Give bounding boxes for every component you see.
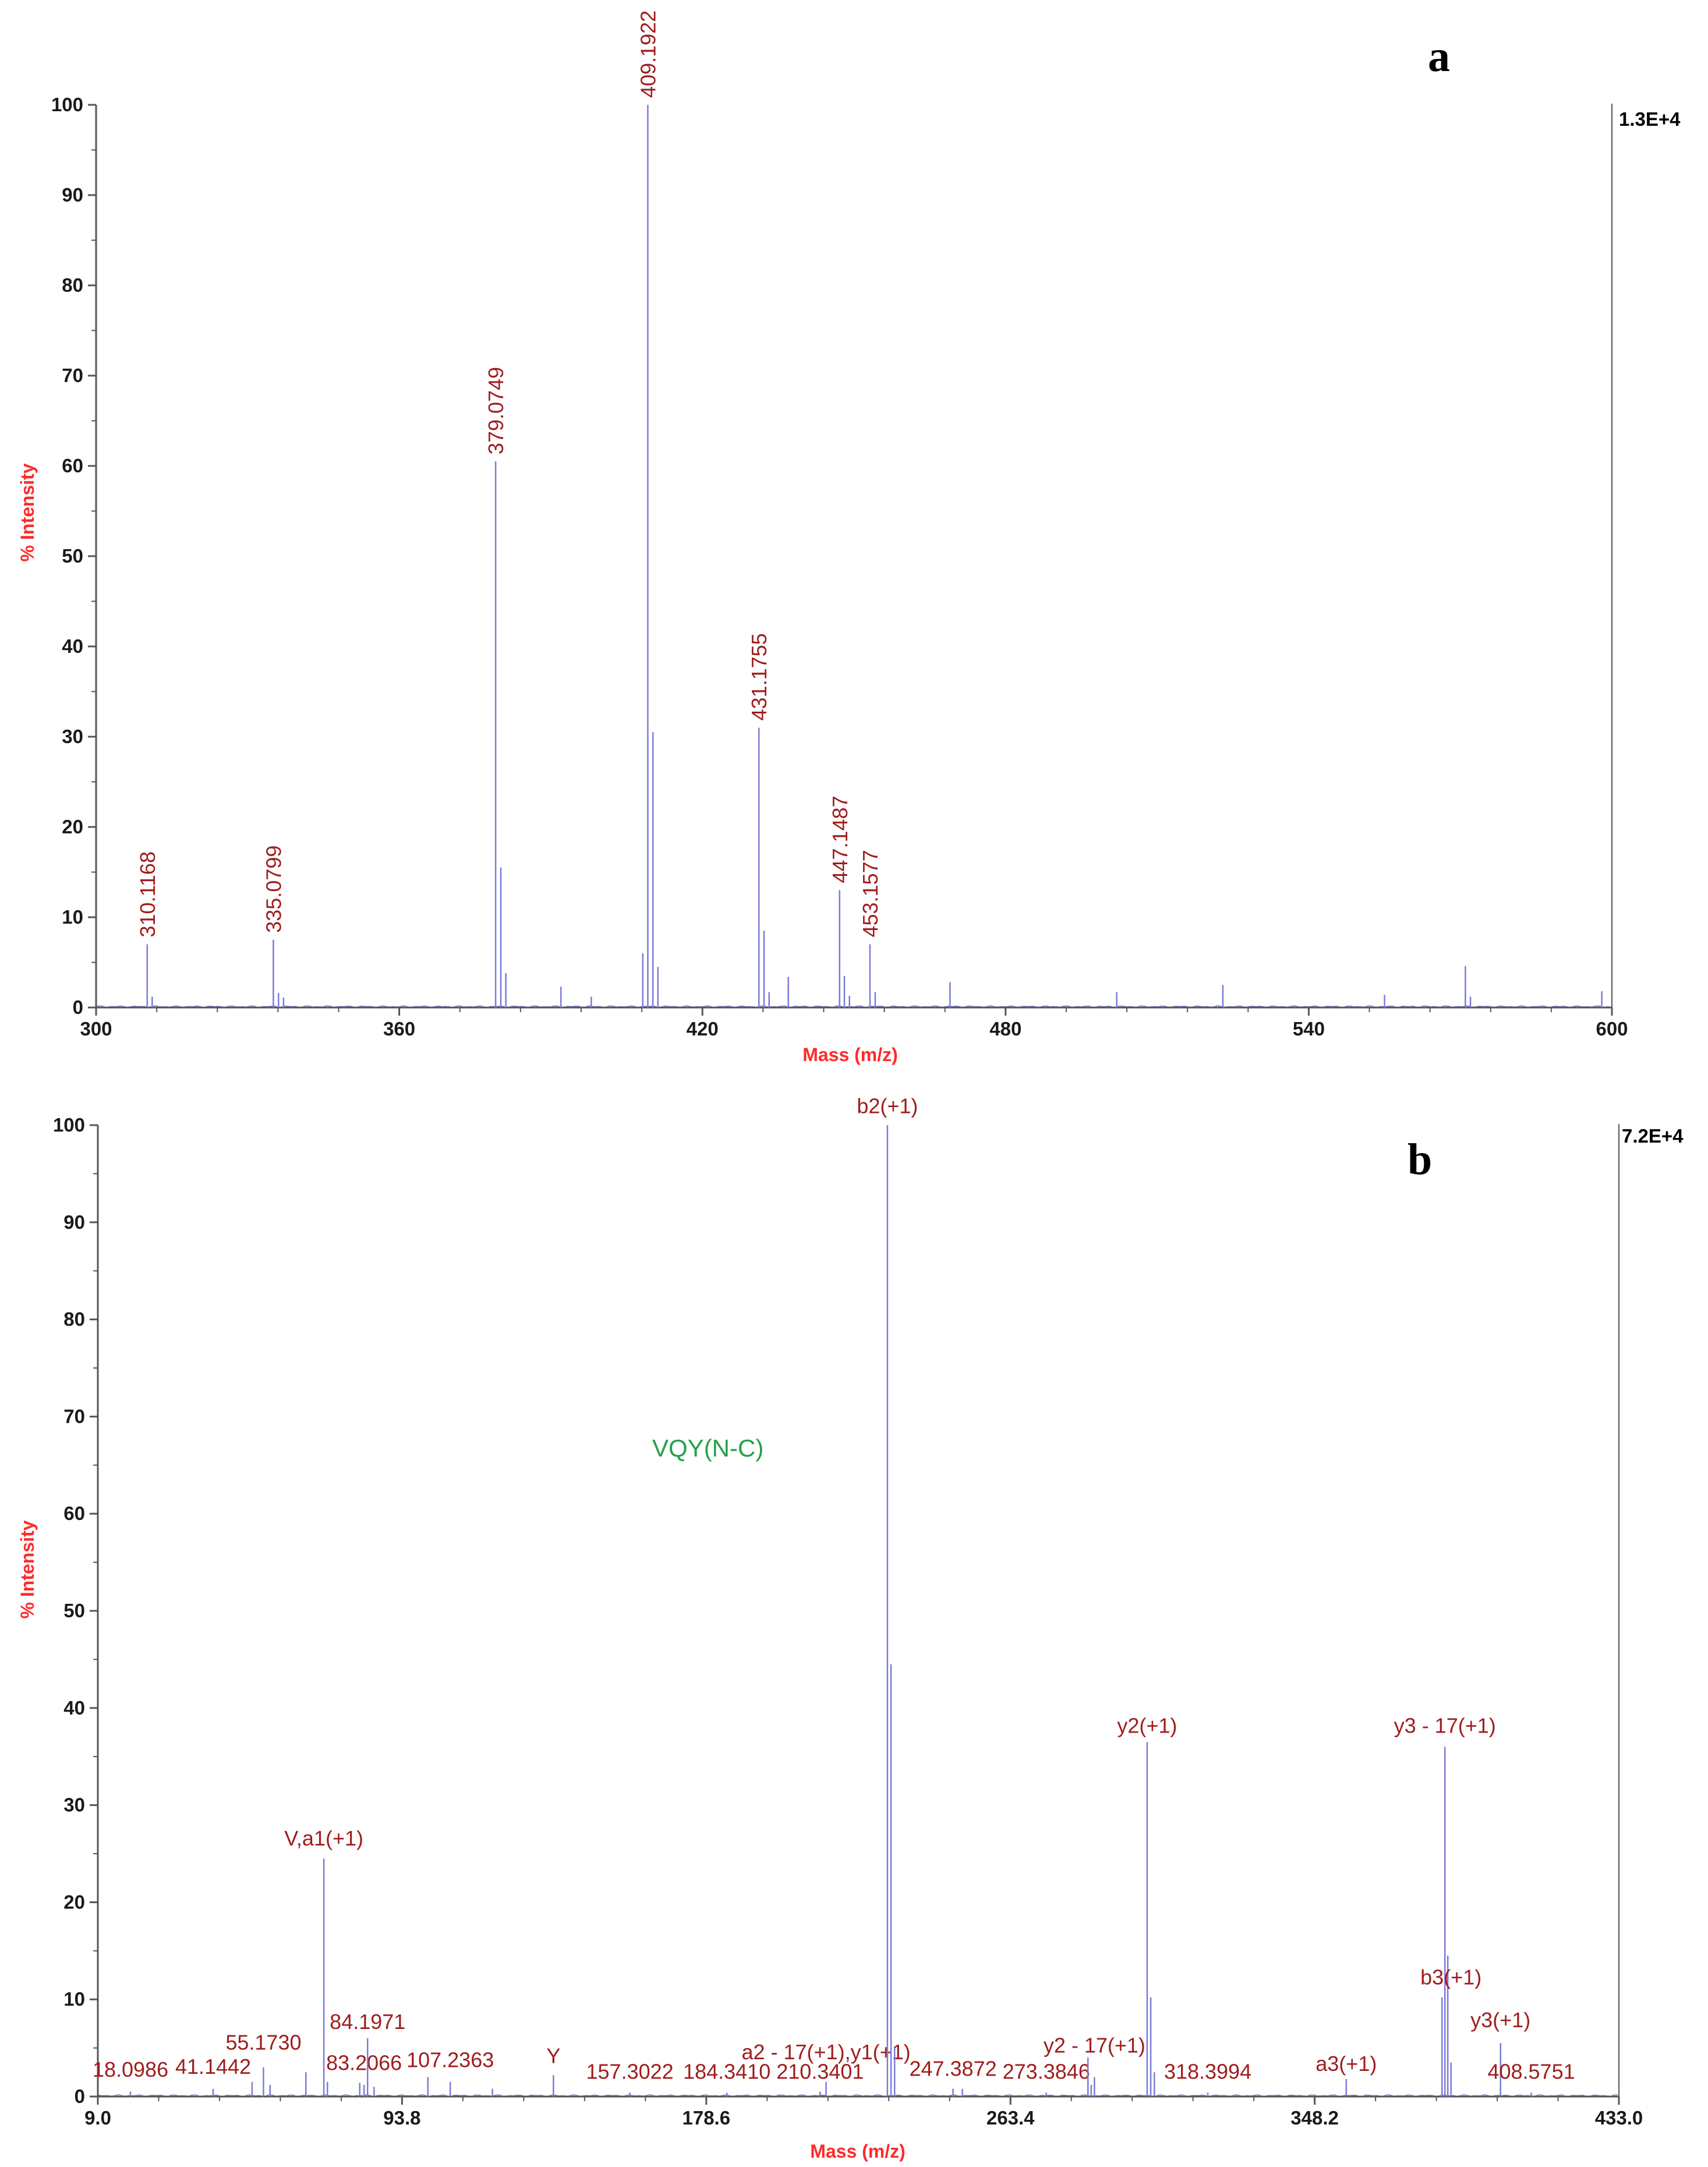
- x-tick-label: 300: [80, 1018, 112, 1040]
- peak-label: y2(+1): [1117, 1714, 1177, 1738]
- x-axis-title-b: Mass (m/z): [810, 2141, 906, 2162]
- y-tick-label: 10: [63, 1988, 85, 2010]
- y-tick-label: 0: [75, 2085, 85, 2107]
- y-axis-title-b: % Intensity: [17, 1520, 38, 1618]
- peak-label: y3(+1): [1470, 2008, 1530, 2032]
- x-tick-label: 263.4: [986, 2107, 1035, 2129]
- y-tick-label: 50: [62, 545, 83, 567]
- peak-label: 379.0749: [484, 367, 508, 454]
- x-tick-label: 480: [989, 1018, 1021, 1040]
- y-tick-label: 60: [63, 1503, 85, 1524]
- y-tick-label: 20: [62, 816, 83, 837]
- panel-letter-a: a: [1428, 32, 1450, 81]
- max-intensity-label-b: 7.2E+4: [1622, 1125, 1684, 1147]
- peak-label: a2 - 17(+1),y1(+1): [741, 2040, 910, 2064]
- y-tick-label: 50: [63, 1600, 85, 1621]
- y-tick-label: 20: [63, 1891, 85, 1913]
- peptide-sequence-label: VQY(N-C): [652, 1434, 763, 1462]
- x-tick-label: 93.8: [383, 2107, 420, 2129]
- peak-label: 184.3410: [683, 2059, 770, 2083]
- peak-label: 55.1730: [225, 2030, 301, 2054]
- spectrum-panel-b: b 7.2E+4 VQY(N-C) Mass (m/z) % Intensity…: [17, 1094, 1684, 2162]
- y-tick-label: 40: [62, 635, 83, 657]
- y-tick-label: 30: [62, 726, 83, 747]
- peak-label: 310.1168: [136, 851, 160, 937]
- y-tick-label: 0: [73, 996, 83, 1018]
- x-axis-title-a: Mass (m/z): [802, 1044, 898, 1065]
- y-tick-label: 10: [62, 906, 83, 928]
- y-tick-label: 70: [62, 365, 83, 386]
- y-tick-label: 60: [62, 455, 83, 476]
- y-tick-label: 90: [62, 184, 83, 206]
- peak-label: a3(+1): [1316, 2052, 1377, 2076]
- peak-label: 318.3994: [1164, 2059, 1251, 2083]
- x-tick-label: 348.2: [1290, 2107, 1339, 2129]
- x-tick-label: 600: [1596, 1018, 1628, 1040]
- peak-label: 41.1442: [175, 2055, 251, 2078]
- y-tick-label: 30: [63, 1794, 85, 1816]
- peak-label: 453.1577: [858, 850, 882, 937]
- peak-label: 18.0986: [93, 2058, 168, 2081]
- peak-label: y3 - 17(+1): [1394, 1714, 1496, 1738]
- peak-label: 273.3846: [1003, 2059, 1090, 2083]
- peak-label: 335.0799: [261, 846, 285, 933]
- x-tick-label: 178.6: [683, 2107, 731, 2129]
- y-tick-label: 100: [53, 1114, 85, 1136]
- x-tick-label: 360: [383, 1018, 415, 1040]
- peak-label: V,a1(+1): [284, 1826, 363, 1850]
- peak-label: 408.5751: [1487, 2059, 1575, 2083]
- max-intensity-label-a: 1.3E+4: [1619, 108, 1681, 130]
- peak-label: 431.1755: [747, 633, 771, 720]
- y-tick-label: 80: [62, 274, 83, 296]
- y-tick-label: 100: [51, 94, 83, 115]
- y-axis-title-a: % Intensity: [17, 463, 38, 561]
- y-tick-label: 80: [63, 1309, 85, 1330]
- peak-label: Y: [546, 2044, 560, 2068]
- peak-label: b3(+1): [1420, 1965, 1481, 1989]
- peak-label: 210.3401: [776, 2059, 864, 2083]
- y-tick-label: 90: [63, 1211, 85, 1233]
- peak-label: 157.3022: [586, 2059, 674, 2083]
- peak-label: 84.1971: [330, 2010, 405, 2034]
- peak-label: 247.3872: [909, 2056, 996, 2080]
- panel-letter-b: b: [1408, 1135, 1432, 1184]
- peak-label: b2(+1): [857, 1094, 918, 1118]
- peak-label: 107.2363: [406, 2048, 494, 2071]
- spectrum-panel-a: a 1.3E+4 Mass (m/z) % Intensity 0 10 20 30 4…: [17, 10, 1681, 1065]
- x-tick-label: 9.0: [84, 2107, 111, 2129]
- peak-label: 447.1487: [828, 796, 852, 883]
- peak-label: 83.2066: [326, 2051, 402, 2074]
- y-tick-label: 40: [63, 1697, 85, 1719]
- peak-label: y2 - 17(+1): [1044, 2033, 1145, 2057]
- peak-label: 409.1922: [636, 10, 660, 98]
- x-tick-label: 420: [687, 1018, 719, 1040]
- x-tick-label: 433.0: [1595, 2107, 1643, 2129]
- y-tick-label: 70: [63, 1405, 85, 1427]
- x-tick-label: 540: [1293, 1018, 1325, 1040]
